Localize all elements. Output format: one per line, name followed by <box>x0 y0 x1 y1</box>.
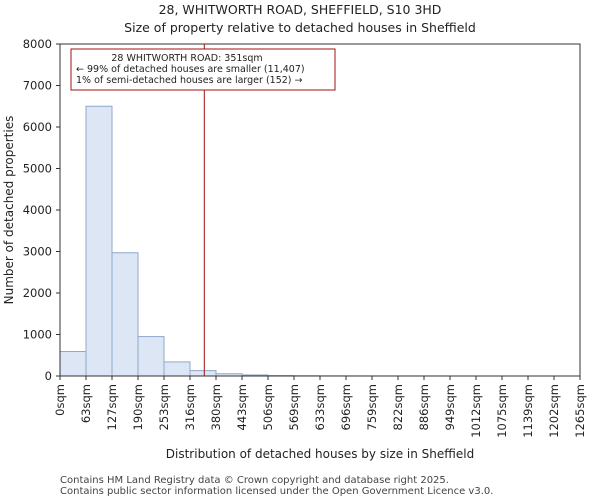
x-tick-label: 63sqm <box>79 384 93 423</box>
x-tick-label: 759sqm <box>365 384 379 430</box>
y-tick-label: 0 <box>45 369 52 383</box>
x-tick-label: 1202sqm <box>547 384 561 438</box>
histogram-bar <box>85 105 113 377</box>
annotation-box: 28 WHITWORTH ROAD: 351sqm ← 99% of detac… <box>70 48 336 91</box>
y-axis-label: Number of detached properties <box>2 116 16 305</box>
plot-area-frame <box>59 43 581 377</box>
x-tick-label: 1012sqm <box>469 384 483 438</box>
x-tick-label: 127sqm <box>105 384 119 430</box>
histogram-bar <box>163 361 191 377</box>
x-tick-label: 569sqm <box>287 384 301 430</box>
x-tick-label: 0sqm <box>53 384 67 416</box>
y-tick-label: 3000 <box>23 245 52 259</box>
x-tick-label: 380sqm <box>209 384 223 430</box>
x-tick-label: 506sqm <box>261 384 275 430</box>
x-tick-label: 696sqm <box>339 384 353 430</box>
annotation-frame <box>70 48 336 91</box>
annotation-line-3: 1% of semi-detached houses are larger (1… <box>76 75 303 86</box>
x-axis-label: Distribution of detached houses by size … <box>166 447 474 461</box>
y-tick-label: 4000 <box>23 203 52 217</box>
x-ticks: 0sqm 63sqm 127sqm 190sqm 253sqm 316sqm 380sqm 4… <box>53 376 587 438</box>
x-tick-label: 1075sqm <box>495 384 509 438</box>
histogram-bar <box>111 252 139 377</box>
x-tick-label: 1265sqm <box>573 384 587 438</box>
chart-subtitle: Size of property relative to detached ho… <box>124 20 476 35</box>
chart-title: 28, WHITWORTH ROAD, SHEFFIELD, S10 3HD <box>159 2 442 17</box>
annotation-line-2: ← 99% of detached houses are smaller (11… <box>76 64 305 75</box>
y-tick-label: 6000 <box>23 120 52 134</box>
y-tick-label: 7000 <box>23 79 52 93</box>
y-tick-label: 1000 <box>23 328 52 342</box>
histogram-bar <box>137 336 165 377</box>
x-tick-label: 633sqm <box>313 384 327 430</box>
y-ticks: 0 1000 2000 3000 4000 5000 6000 7000 8000 <box>23 37 60 383</box>
histogram-bar <box>59 351 87 377</box>
x-tick-label: 316sqm <box>183 384 197 430</box>
y-tick-label: 2000 <box>23 286 52 300</box>
x-tick-label: 190sqm <box>131 384 145 430</box>
x-tick-label: 253sqm <box>157 384 171 430</box>
x-tick-label: 443sqm <box>235 384 249 430</box>
x-tick-label: 1139sqm <box>521 384 535 438</box>
annotation-line-1: 28 WHITWORTH ROAD: 351sqm <box>111 53 262 64</box>
y-tick-label: 8000 <box>23 37 52 51</box>
x-tick-label: 822sqm <box>391 384 405 430</box>
bars-group <box>59 105 451 377</box>
x-tick-label: 886sqm <box>417 384 431 430</box>
x-tick-label: 949sqm <box>443 384 457 430</box>
y-tick-label: 5000 <box>23 162 52 176</box>
histogram-bar <box>189 370 217 377</box>
footer-line-1: Contains HM Land Registry data © Crown c… <box>60 475 449 486</box>
footer-line-2: Contains public sector information licen… <box>60 486 493 497</box>
